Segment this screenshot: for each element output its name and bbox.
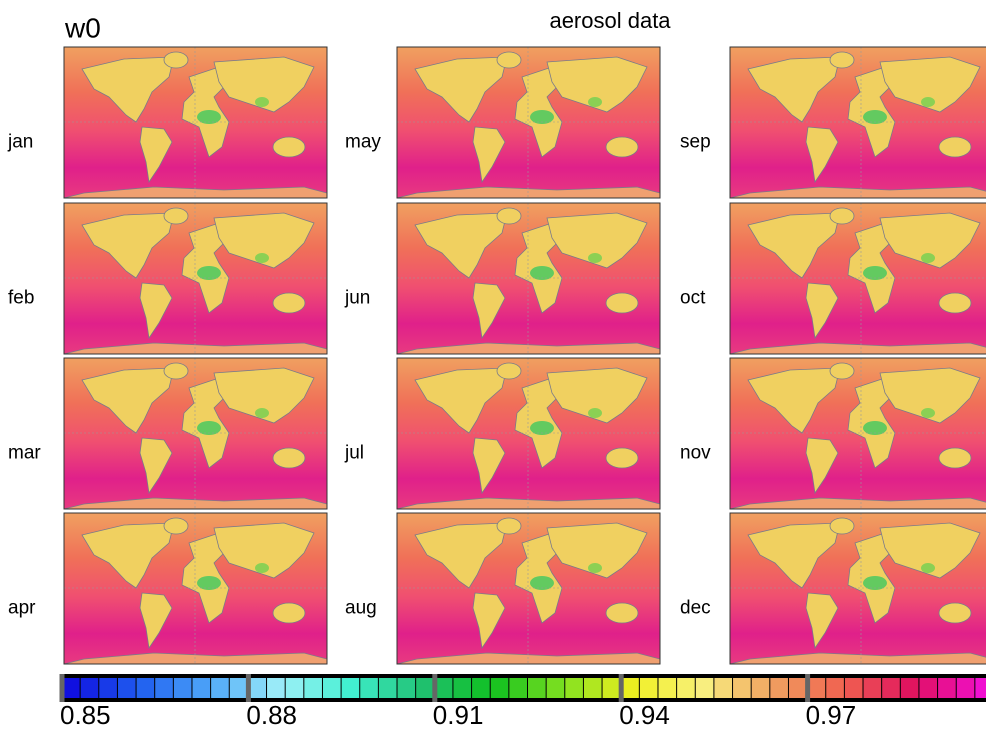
panel-label: oct [680, 288, 706, 309]
map-frame [63, 46, 328, 199]
colorbar-tick-label: 0.88 [246, 700, 297, 730]
map-panel [397, 47, 660, 198]
map-frame [396, 357, 661, 510]
panel-label: sep [680, 132, 711, 153]
panel-label: nov [680, 443, 711, 464]
colorbar-segment [863, 678, 882, 698]
panel-label: aug [345, 598, 377, 619]
colorbar-segment [602, 678, 621, 698]
map-panel [730, 47, 986, 198]
colorbar-segment [695, 678, 714, 698]
panel-label: dec [680, 598, 711, 619]
colorbar-segment [546, 678, 565, 698]
colorbar-segment [136, 678, 155, 698]
colorbar-segment [285, 678, 304, 698]
colorbar-segment [788, 678, 807, 698]
map-panel [64, 47, 327, 198]
colorbar-segment [844, 678, 863, 698]
colorbar-segment [882, 678, 900, 698]
map-panel [397, 358, 660, 509]
colorbar-segment [416, 678, 434, 698]
panel-label: mar [8, 443, 41, 464]
colorbar-segment [267, 678, 285, 698]
map-panel [730, 513, 986, 664]
colorbar-segment [639, 678, 658, 698]
map-frame [729, 46, 986, 199]
colorbar-segment [938, 678, 956, 698]
colorbar-segment [117, 678, 136, 698]
colorbar-segment [677, 678, 695, 698]
map-panel [397, 513, 660, 664]
colorbar-segment [714, 678, 733, 698]
map-panel [730, 358, 986, 509]
colorbar-segment [304, 678, 322, 698]
colorbar-segment [583, 678, 602, 698]
colorbar-segment [341, 678, 360, 698]
colorbar-segment [229, 678, 248, 698]
colorbar-segment [658, 678, 677, 698]
panel-label: may [345, 132, 381, 153]
panel-label: jul [344, 443, 364, 464]
colorbar-segment [956, 678, 975, 698]
colorbar-segment [826, 678, 844, 698]
colorbar-segment [192, 678, 211, 698]
colorbar-segment [173, 678, 192, 698]
colorbar-segment [900, 678, 919, 698]
map-frame [729, 512, 986, 665]
map-panel [64, 513, 327, 664]
panel-label: apr [8, 598, 36, 619]
colorbar-segment [99, 678, 117, 698]
colorbar-segment [807, 678, 826, 698]
colorbar-tick-label: 0.91 [433, 700, 484, 730]
colorbar-segment [378, 678, 397, 698]
figure-subtitle: aerosol data [549, 8, 671, 33]
colorbar-segment [919, 678, 938, 698]
panel-label: jan [7, 132, 33, 153]
colorbar-segment [453, 678, 472, 698]
colorbar-segment [751, 678, 770, 698]
colorbar-tick-label: 0.97 [806, 700, 857, 730]
panel-label: feb [8, 288, 34, 309]
map-panel [64, 203, 327, 354]
colorbar-tick [805, 674, 811, 702]
colorbar-segment [155, 678, 173, 698]
map-panel [397, 203, 660, 354]
colorbar-segment [434, 678, 453, 698]
colorbar-segment [62, 678, 80, 698]
colorbar-segment [80, 678, 99, 698]
colorbar-segment [621, 678, 639, 698]
colorbar-segment [509, 678, 527, 698]
colorbar-segment [528, 678, 546, 698]
map-frame [63, 357, 328, 510]
map-frame [729, 202, 986, 355]
colorbar-tick-label: 0.94 [619, 700, 670, 730]
colorbar-segment [975, 678, 986, 698]
colorbar-tick [432, 674, 438, 702]
colorbar-tick [618, 674, 624, 702]
colorbar-segment [211, 678, 229, 698]
map-panel [730, 203, 986, 354]
map-frame [63, 202, 328, 355]
map-frame [396, 512, 661, 665]
colorbar-segment [472, 678, 490, 698]
colorbar-segment [733, 678, 751, 698]
panel-label: jun [344, 288, 370, 309]
colorbar-tick [59, 674, 65, 702]
map-frame [63, 512, 328, 665]
map-panel [64, 358, 327, 509]
colorbar-segment [322, 678, 341, 698]
colorbar-segment [397, 678, 416, 698]
colorbar-tick [245, 674, 251, 702]
colorbar-tick-label: 0.85 [60, 700, 111, 730]
colorbar-segment [490, 678, 509, 698]
map-frame [729, 357, 986, 510]
colorbar-segment [770, 678, 788, 698]
colorbar-segment [565, 678, 583, 698]
map-frame [396, 202, 661, 355]
colorbar-segment [360, 678, 378, 698]
colorbar-segment [248, 678, 267, 698]
figure-title: w0 [64, 12, 101, 43]
map-frame [396, 46, 661, 199]
